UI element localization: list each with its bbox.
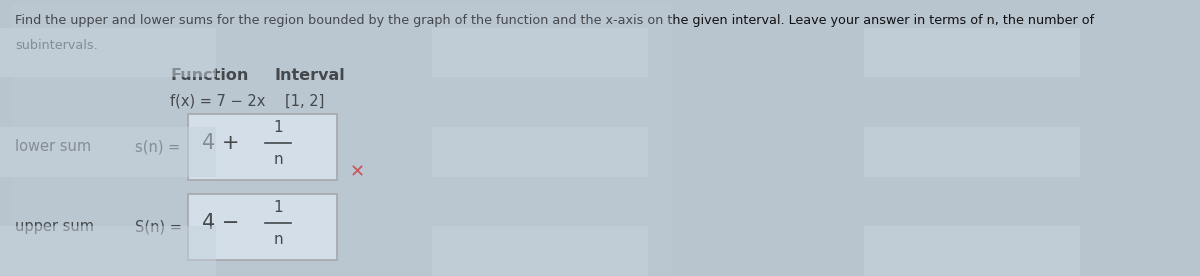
Text: Interval: Interval [275,68,346,83]
Text: f(x) = 7 − 2x: f(x) = 7 − 2x [170,94,265,109]
Text: 4 +: 4 + [202,133,240,153]
Text: Function: Function [170,68,248,83]
Text: lower sum: lower sum [14,139,91,155]
Text: s(n) =: s(n) = [134,139,180,155]
FancyBboxPatch shape [188,114,337,180]
Text: 1: 1 [274,200,283,216]
FancyBboxPatch shape [188,194,337,260]
Text: subintervals.: subintervals. [14,39,97,52]
Text: upper sum: upper sum [14,219,94,235]
Text: 1: 1 [274,121,283,136]
Text: 4 −: 4 − [202,213,239,233]
Text: Find the upper and lower sums for the region bounded by the graph of the functio: Find the upper and lower sums for the re… [14,14,1094,27]
Text: n: n [274,232,283,248]
Text: [1, 2]: [1, 2] [286,94,324,109]
Text: S(n) =: S(n) = [134,219,182,235]
Text: n: n [274,153,283,168]
Text: ✕: ✕ [349,163,365,181]
